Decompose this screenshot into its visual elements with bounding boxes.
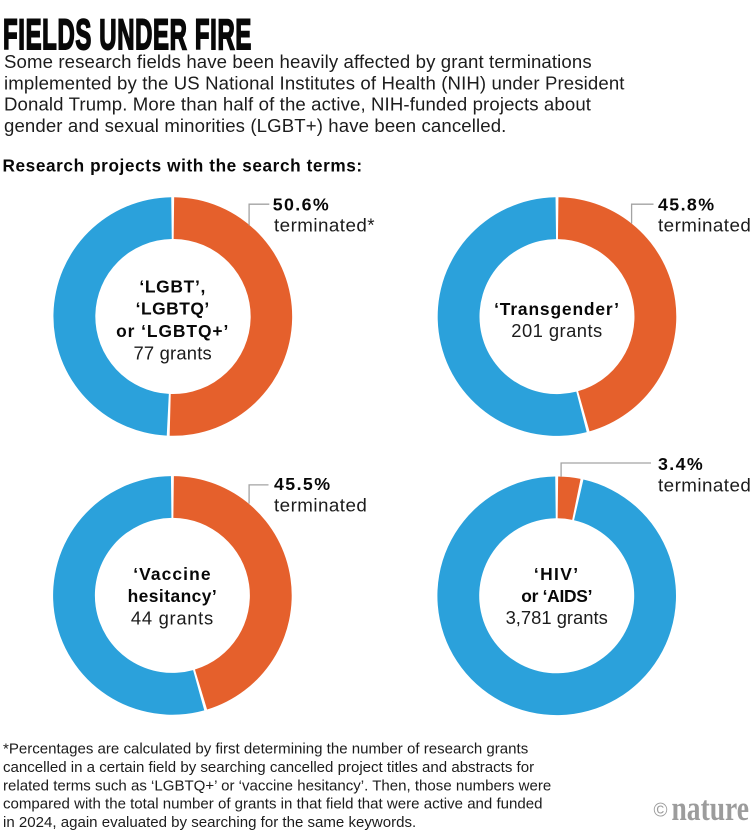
svg-text:terminated: terminated bbox=[658, 215, 751, 236]
svg-text:terminated: terminated bbox=[658, 475, 751, 496]
svg-text:hesitancy’: hesitancy’ bbox=[128, 586, 218, 606]
svg-text:©: © bbox=[654, 800, 668, 821]
svg-text:201 grants: 201 grants bbox=[511, 320, 602, 341]
svg-text:3,781 grants: 3,781 grants bbox=[506, 607, 608, 628]
svg-text:Donald Trump. More than half o: Donald Trump. More than half of the acti… bbox=[4, 94, 592, 115]
svg-text:3.4%: 3.4% bbox=[658, 454, 704, 474]
svg-text:50.6%: 50.6% bbox=[273, 195, 330, 215]
svg-text:gender and sexual minorities (: gender and sexual minorities (LGBT+) hav… bbox=[4, 115, 506, 136]
svg-text:Some research fields have been: Some research fields have been heavily a… bbox=[4, 51, 592, 72]
svg-text:‘HIV’: ‘HIV’ bbox=[534, 564, 580, 584]
svg-text:FIELDS UNDER FIRE: FIELDS UNDER FIRE bbox=[3, 12, 252, 59]
svg-text:‘LGBTQ’: ‘LGBTQ’ bbox=[136, 299, 210, 319]
svg-text:in 2024, again evaluated by se: in 2024, again evaluated by searching fo… bbox=[3, 814, 416, 831]
svg-text:44 grants: 44 grants bbox=[131, 607, 214, 628]
svg-text:‘Vaccine: ‘Vaccine bbox=[133, 564, 211, 584]
svg-text:compared with the total number: compared with the total number of grants… bbox=[3, 796, 543, 813]
svg-text:nature: nature bbox=[672, 789, 750, 828]
svg-text:terminated: terminated bbox=[274, 494, 367, 515]
svg-text:77 grants: 77 grants bbox=[133, 343, 211, 364]
svg-text:Research projects with the sea: Research projects with the search terms: bbox=[3, 156, 363, 176]
svg-text:‘Transgender’: ‘Transgender’ bbox=[494, 299, 620, 319]
svg-text:implemented by the US National: implemented by the US National Institute… bbox=[4, 72, 625, 93]
svg-text:terminated*: terminated* bbox=[274, 215, 375, 236]
svg-text:cancelled in a certain field b: cancelled in a certain field by searchin… bbox=[3, 759, 534, 776]
svg-text:or ‘AIDS’: or ‘AIDS’ bbox=[521, 586, 592, 606]
svg-text:45.8%: 45.8% bbox=[658, 195, 715, 215]
svg-text:related terms such as ‘LGBTQ+’: related terms such as ‘LGBTQ+’ or ‘vacci… bbox=[3, 777, 551, 794]
svg-text:*Percentages are calculated by: *Percentages are calculated by first det… bbox=[3, 741, 528, 758]
svg-text:45.5%: 45.5% bbox=[274, 474, 331, 494]
svg-text:or ‘LGBTQ+’: or ‘LGBTQ+’ bbox=[116, 321, 229, 341]
svg-text:‘LGBT’,: ‘LGBT’, bbox=[139, 276, 206, 296]
